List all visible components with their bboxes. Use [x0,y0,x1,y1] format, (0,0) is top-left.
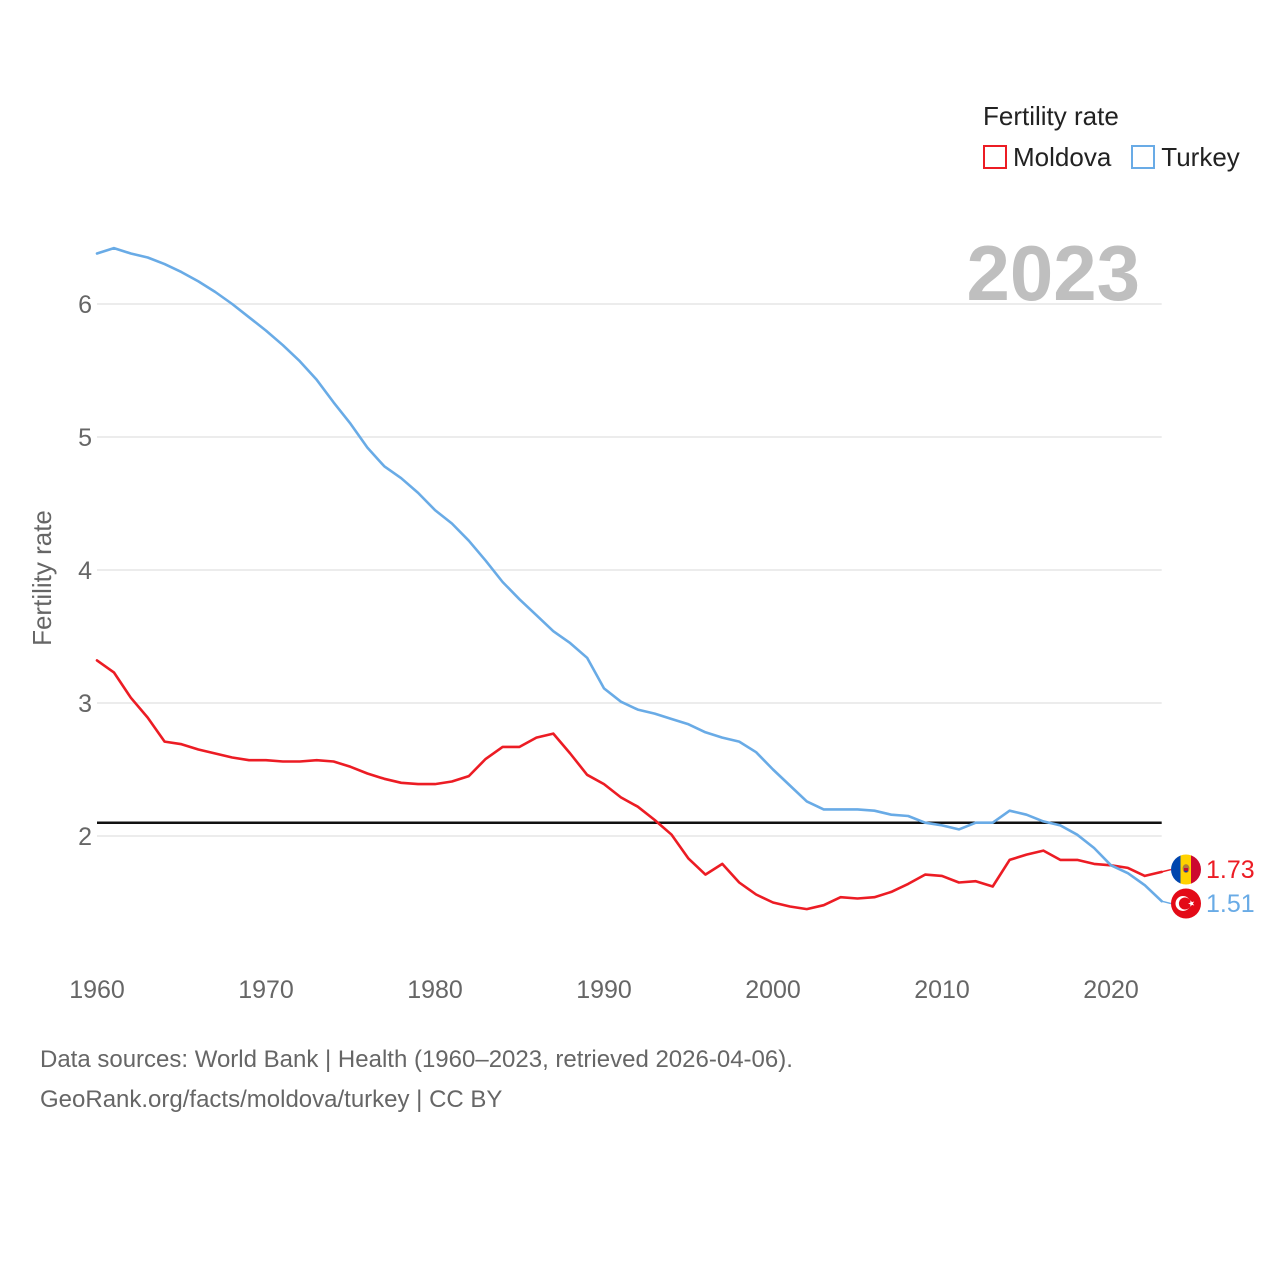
legend-label-moldova: Moldova [1013,142,1112,172]
moldova-flag-icon [1171,854,1201,885]
axes: 2 3 4 5 6 1960 1970 1980 1990 2000 2010 2020 [69,291,1139,1004]
legend-item-turkey[interactable]: Turkey [1131,142,1240,172]
y-tick-label: 2 [78,823,92,851]
series [95,246,1163,911]
series-line-turkey [95,246,1163,903]
legend-label-turkey: Turkey [1161,142,1240,172]
end-label-connector [1161,900,1172,905]
x-tick-label: 2010 [914,976,970,1004]
end-labels: 1.73 1.51 [1206,856,1255,918]
x-tick-label: 1980 [407,976,463,1004]
legend-items: Moldova Turkey [983,142,1278,172]
footer: Data sources: World Bank | Health (1960–… [40,1040,793,1120]
grid [97,303,1162,837]
legend-swatch-turkey [1131,145,1156,169]
legend: Fertility rate Moldova Turkey [983,100,1278,172]
x-tick-label: 2000 [745,976,801,1004]
y-tick-label: 5 [78,424,92,452]
x-tick-label: 1990 [576,976,632,1004]
series-line-moldova [95,659,1163,911]
end-label-connector [1161,868,1172,873]
x-tick-label: 1970 [238,976,294,1004]
end-label-turkey: 1.51 [1206,890,1255,918]
legend-swatch-moldova [983,145,1007,169]
year-label: 2023 [966,229,1140,317]
x-tick-label: 2020 [1083,976,1139,1004]
y-tick-label: 4 [78,557,92,585]
data-sources-note: Data sources: World Bank | Health (1960–… [40,1046,793,1073]
y-tick-label: 6 [78,291,92,319]
credit-note: GeoRank.org/facts/moldova/turkey | CC BY [40,1086,503,1113]
y-axis-title: Fertility rate [27,510,57,646]
legend-item-moldova[interactable]: Moldova [983,142,1111,172]
end-label-connectors [1161,868,1172,905]
x-tick-label: 1960 [69,976,125,1004]
end-label-moldova: 1.73 [1206,856,1255,884]
turkey-flag-icon [1171,888,1201,919]
legend-title: Fertility rate [983,101,1119,131]
y-tick-label: 3 [78,690,92,718]
